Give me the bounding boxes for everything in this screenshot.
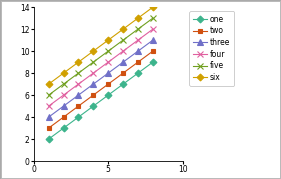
six xyxy=(47,83,50,85)
four xyxy=(77,83,80,85)
Line: one: one xyxy=(46,60,155,142)
three xyxy=(77,94,80,96)
two xyxy=(136,61,140,63)
three xyxy=(62,105,65,107)
four xyxy=(62,94,65,96)
six xyxy=(106,39,110,41)
two xyxy=(47,127,50,129)
four xyxy=(92,72,95,74)
five xyxy=(77,72,80,74)
two xyxy=(77,105,80,107)
one xyxy=(47,138,50,140)
three xyxy=(136,50,140,52)
Line: six: six xyxy=(46,5,155,87)
five xyxy=(92,61,95,63)
four xyxy=(106,61,110,63)
four xyxy=(136,39,140,41)
one xyxy=(151,61,155,63)
Line: four: four xyxy=(46,26,156,109)
three xyxy=(92,83,95,85)
three xyxy=(121,61,125,63)
four xyxy=(121,50,125,52)
Line: two: two xyxy=(46,49,155,130)
Line: three: three xyxy=(46,37,156,120)
four xyxy=(151,28,155,30)
six xyxy=(121,28,125,30)
one xyxy=(92,105,95,107)
three xyxy=(47,116,50,118)
one xyxy=(121,83,125,85)
two xyxy=(151,50,155,52)
five xyxy=(151,17,155,19)
three xyxy=(106,72,110,74)
six xyxy=(92,50,95,52)
five xyxy=(62,83,65,85)
Legend: one, two, three, four, five, six: one, two, three, four, five, six xyxy=(189,11,234,86)
one xyxy=(106,94,110,96)
five xyxy=(136,28,140,30)
six xyxy=(151,6,155,8)
three xyxy=(151,39,155,41)
six xyxy=(62,72,65,74)
five xyxy=(47,94,50,96)
one xyxy=(62,127,65,129)
six xyxy=(77,61,80,63)
two xyxy=(106,83,110,85)
two xyxy=(92,94,95,96)
four xyxy=(47,105,50,107)
five xyxy=(121,39,125,41)
six xyxy=(136,17,140,19)
two xyxy=(62,116,65,118)
two xyxy=(121,72,125,74)
Line: five: five xyxy=(46,15,156,98)
one xyxy=(136,72,140,74)
one xyxy=(77,116,80,118)
five xyxy=(106,50,110,52)
